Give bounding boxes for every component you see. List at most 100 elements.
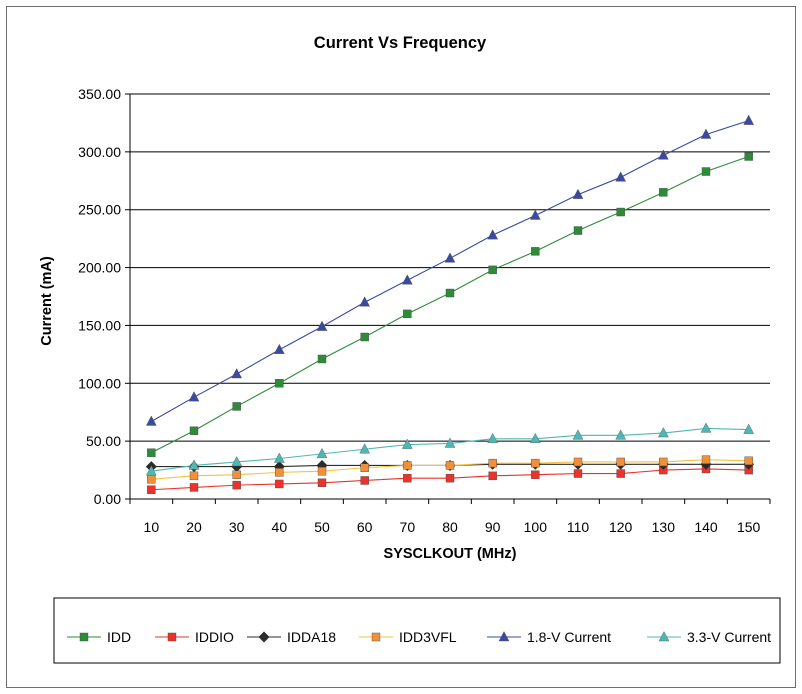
legend-item: IDD xyxy=(67,629,131,645)
x-tick-label: 150 xyxy=(737,519,761,535)
data-point xyxy=(231,368,242,379)
x-tick-label: 140 xyxy=(694,519,718,535)
y-axis-ticks: 0.00 50.00 100.00 150.00 200.00 250.00 300.00 3… xyxy=(78,86,121,507)
data-point xyxy=(359,296,370,307)
data-point xyxy=(189,426,199,435)
data-point xyxy=(531,247,540,256)
data-point xyxy=(744,456,753,466)
data-point xyxy=(232,480,241,490)
data-point xyxy=(659,188,668,197)
chart-title: Current Vs Frequency xyxy=(314,34,487,52)
legend-marker xyxy=(498,631,510,642)
data-point xyxy=(188,391,200,402)
legend-marker xyxy=(258,631,270,643)
data-point xyxy=(275,379,284,388)
legend-marker xyxy=(371,632,381,642)
data-point xyxy=(360,476,369,485)
chart-frame: Current Vs Frequency 0.00 50.00 100.00 150.… xyxy=(6,6,796,688)
x-tick-label: 90 xyxy=(485,519,501,535)
x-tick-label: 120 xyxy=(609,519,633,535)
data-point xyxy=(616,457,625,467)
legend-label: 3.3-V Current xyxy=(687,629,771,645)
legend-label: IDDIO xyxy=(195,629,234,645)
x-tick-label: 30 xyxy=(229,519,245,535)
data-point xyxy=(317,467,327,476)
legend-item: 1.8-V Current xyxy=(487,629,611,645)
legend-item: IDDA18 xyxy=(247,629,336,645)
data-point xyxy=(232,402,241,411)
data-point xyxy=(360,463,369,472)
data-point xyxy=(531,458,540,468)
series-iddio xyxy=(147,464,753,494)
series-3-3-v-current xyxy=(146,422,754,476)
data-point xyxy=(275,479,284,489)
data-point xyxy=(701,167,711,176)
data-point xyxy=(189,471,199,481)
series-1-8-v-current xyxy=(146,114,754,426)
data-point xyxy=(701,455,711,464)
data-point xyxy=(572,429,584,440)
x-tick-label: 60 xyxy=(357,519,373,535)
data-point xyxy=(445,288,455,298)
x-tick-label: 110 xyxy=(567,519,590,535)
data-point xyxy=(487,432,498,444)
data-point xyxy=(615,171,626,182)
y-tick-label: 100.00 xyxy=(78,375,121,391)
legend-marker xyxy=(79,632,89,642)
legend-box xyxy=(53,597,781,664)
y-tick-label: 150.00 xyxy=(78,317,121,333)
legend: IDD IDDIO IDDA18 IDD3VFL 1.8-V Current 3.3-V … xyxy=(67,629,771,645)
data-point xyxy=(444,252,456,263)
data-point xyxy=(616,469,625,478)
data-point xyxy=(317,354,327,364)
data-point xyxy=(744,152,753,161)
data-point xyxy=(274,452,285,463)
data-point xyxy=(403,461,412,470)
y-axis-label: Current (mA) xyxy=(39,256,55,346)
data-point xyxy=(146,465,157,476)
data-point xyxy=(360,332,369,342)
data-point xyxy=(488,265,497,275)
y-tick-label: 50.00 xyxy=(86,433,121,449)
legend-label: IDD xyxy=(107,629,131,645)
legend-label: IDD3VFL xyxy=(399,629,457,645)
x-tick-label: 80 xyxy=(442,519,458,535)
data-point xyxy=(488,471,497,481)
legend-label: 1.8-V Current xyxy=(527,629,611,645)
data-point xyxy=(189,483,199,492)
data-point xyxy=(573,469,583,478)
x-tick-label: 40 xyxy=(272,519,288,535)
data-point xyxy=(531,470,540,479)
x-axis-ticks: 10 20 30 40 50 60 70 80 90 100 110 120 130 140 150 xyxy=(144,519,761,535)
data-point xyxy=(658,427,669,438)
data-point xyxy=(445,473,455,483)
legend-item: IDDIO xyxy=(155,629,234,645)
data-point xyxy=(700,422,712,433)
data-point xyxy=(188,459,200,470)
x-tick-label: 50 xyxy=(314,519,330,535)
legend-marker xyxy=(167,632,177,642)
data-point xyxy=(403,309,412,319)
legend-item: 3.3-V Current xyxy=(647,629,771,645)
y-tick-label: 200.00 xyxy=(78,260,121,276)
legend-marker xyxy=(658,631,670,642)
data-point xyxy=(402,438,413,449)
data-point xyxy=(316,320,328,331)
line-chart: Current Vs Frequency 0.00 50.00 100.00 150.… xyxy=(39,34,781,664)
x-tick-label: 20 xyxy=(186,519,202,535)
data-point xyxy=(402,274,413,285)
data-point xyxy=(147,475,156,484)
data-point xyxy=(700,128,712,139)
x-tick-label: 100 xyxy=(524,519,548,535)
data-point xyxy=(573,226,583,235)
y-tick-label: 350.00 xyxy=(78,86,121,102)
data-point xyxy=(444,437,456,448)
data-point xyxy=(317,478,327,487)
legend-item: IDD3VFL xyxy=(359,629,457,645)
series-idd3vfl xyxy=(147,455,753,484)
data-point xyxy=(616,207,625,217)
x-axis-label: SYSCLKOUT (MHz) xyxy=(384,546,517,562)
x-tick-label: 130 xyxy=(652,519,676,535)
data-point xyxy=(488,458,497,468)
data-point xyxy=(658,149,669,160)
